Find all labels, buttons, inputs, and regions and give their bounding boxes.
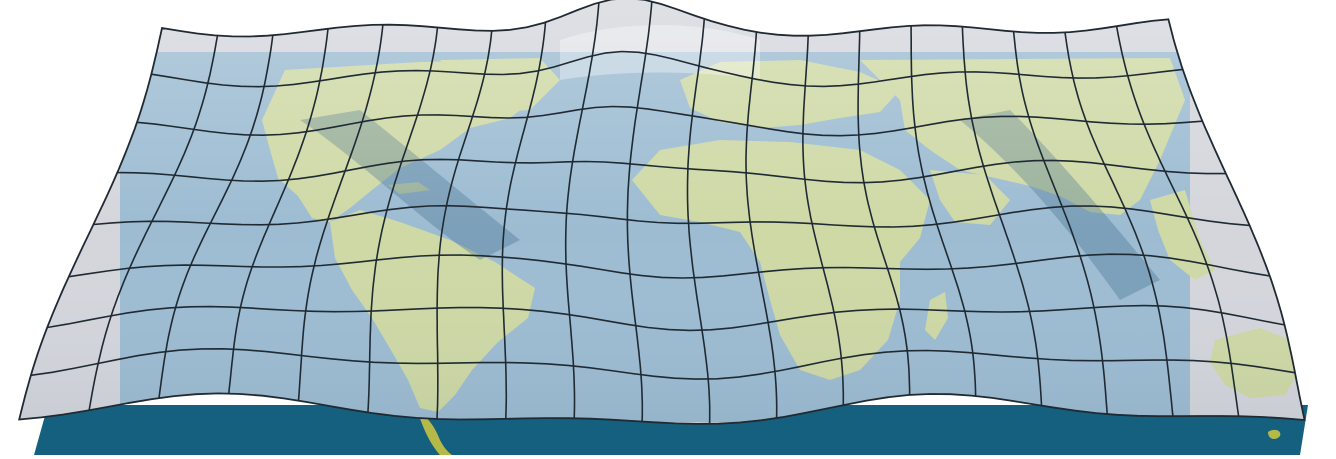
- grid-meridian-line: [88, 35, 219, 411]
- base-land-island: [1268, 429, 1281, 440]
- grid-meridian-line: [1012, 31, 1108, 415]
- grid-meridian-line: [961, 26, 1043, 406]
- grid-parallel-line: [30, 348, 1296, 380]
- grid-parallel-line: [47, 304, 1285, 332]
- grid-parallel-line: [136, 105, 1203, 137]
- sheet-edge: [18, 0, 1306, 425]
- grid-meridian-line: [501, 22, 547, 419]
- grid-parallel-line: [93, 204, 1250, 228]
- grid-meridian-line: [802, 35, 845, 406]
- grid-meridian-line: [910, 25, 977, 397]
- grid-parallel-line: [151, 50, 1183, 88]
- grid-meridian-line: [228, 28, 329, 394]
- grid-meridian-line: [367, 27, 439, 413]
- grid-parallel-line: [117, 158, 1226, 184]
- grid-meridian-line: [297, 24, 384, 401]
- grid-meridian-line: [1064, 32, 1174, 417]
- grid-meridian-line: [745, 31, 778, 419]
- grid-meridian-line: [564, 2, 600, 419]
- grid-meridian-line: [686, 18, 711, 424]
- grid-meridian-line: [158, 35, 274, 399]
- grid-meridian-line: [1115, 26, 1240, 417]
- base-land-south-america-tip: [418, 412, 452, 455]
- base-map-plane: [34, 405, 1308, 455]
- grid-meridian-line: [857, 31, 911, 395]
- grid-meridian-line: [626, 1, 653, 422]
- grid-parallel-line: [68, 253, 1270, 279]
- grid-meridian-line: [436, 30, 493, 420]
- base-ocean: [34, 405, 1308, 455]
- graticule-grid: [30, 1, 1296, 424]
